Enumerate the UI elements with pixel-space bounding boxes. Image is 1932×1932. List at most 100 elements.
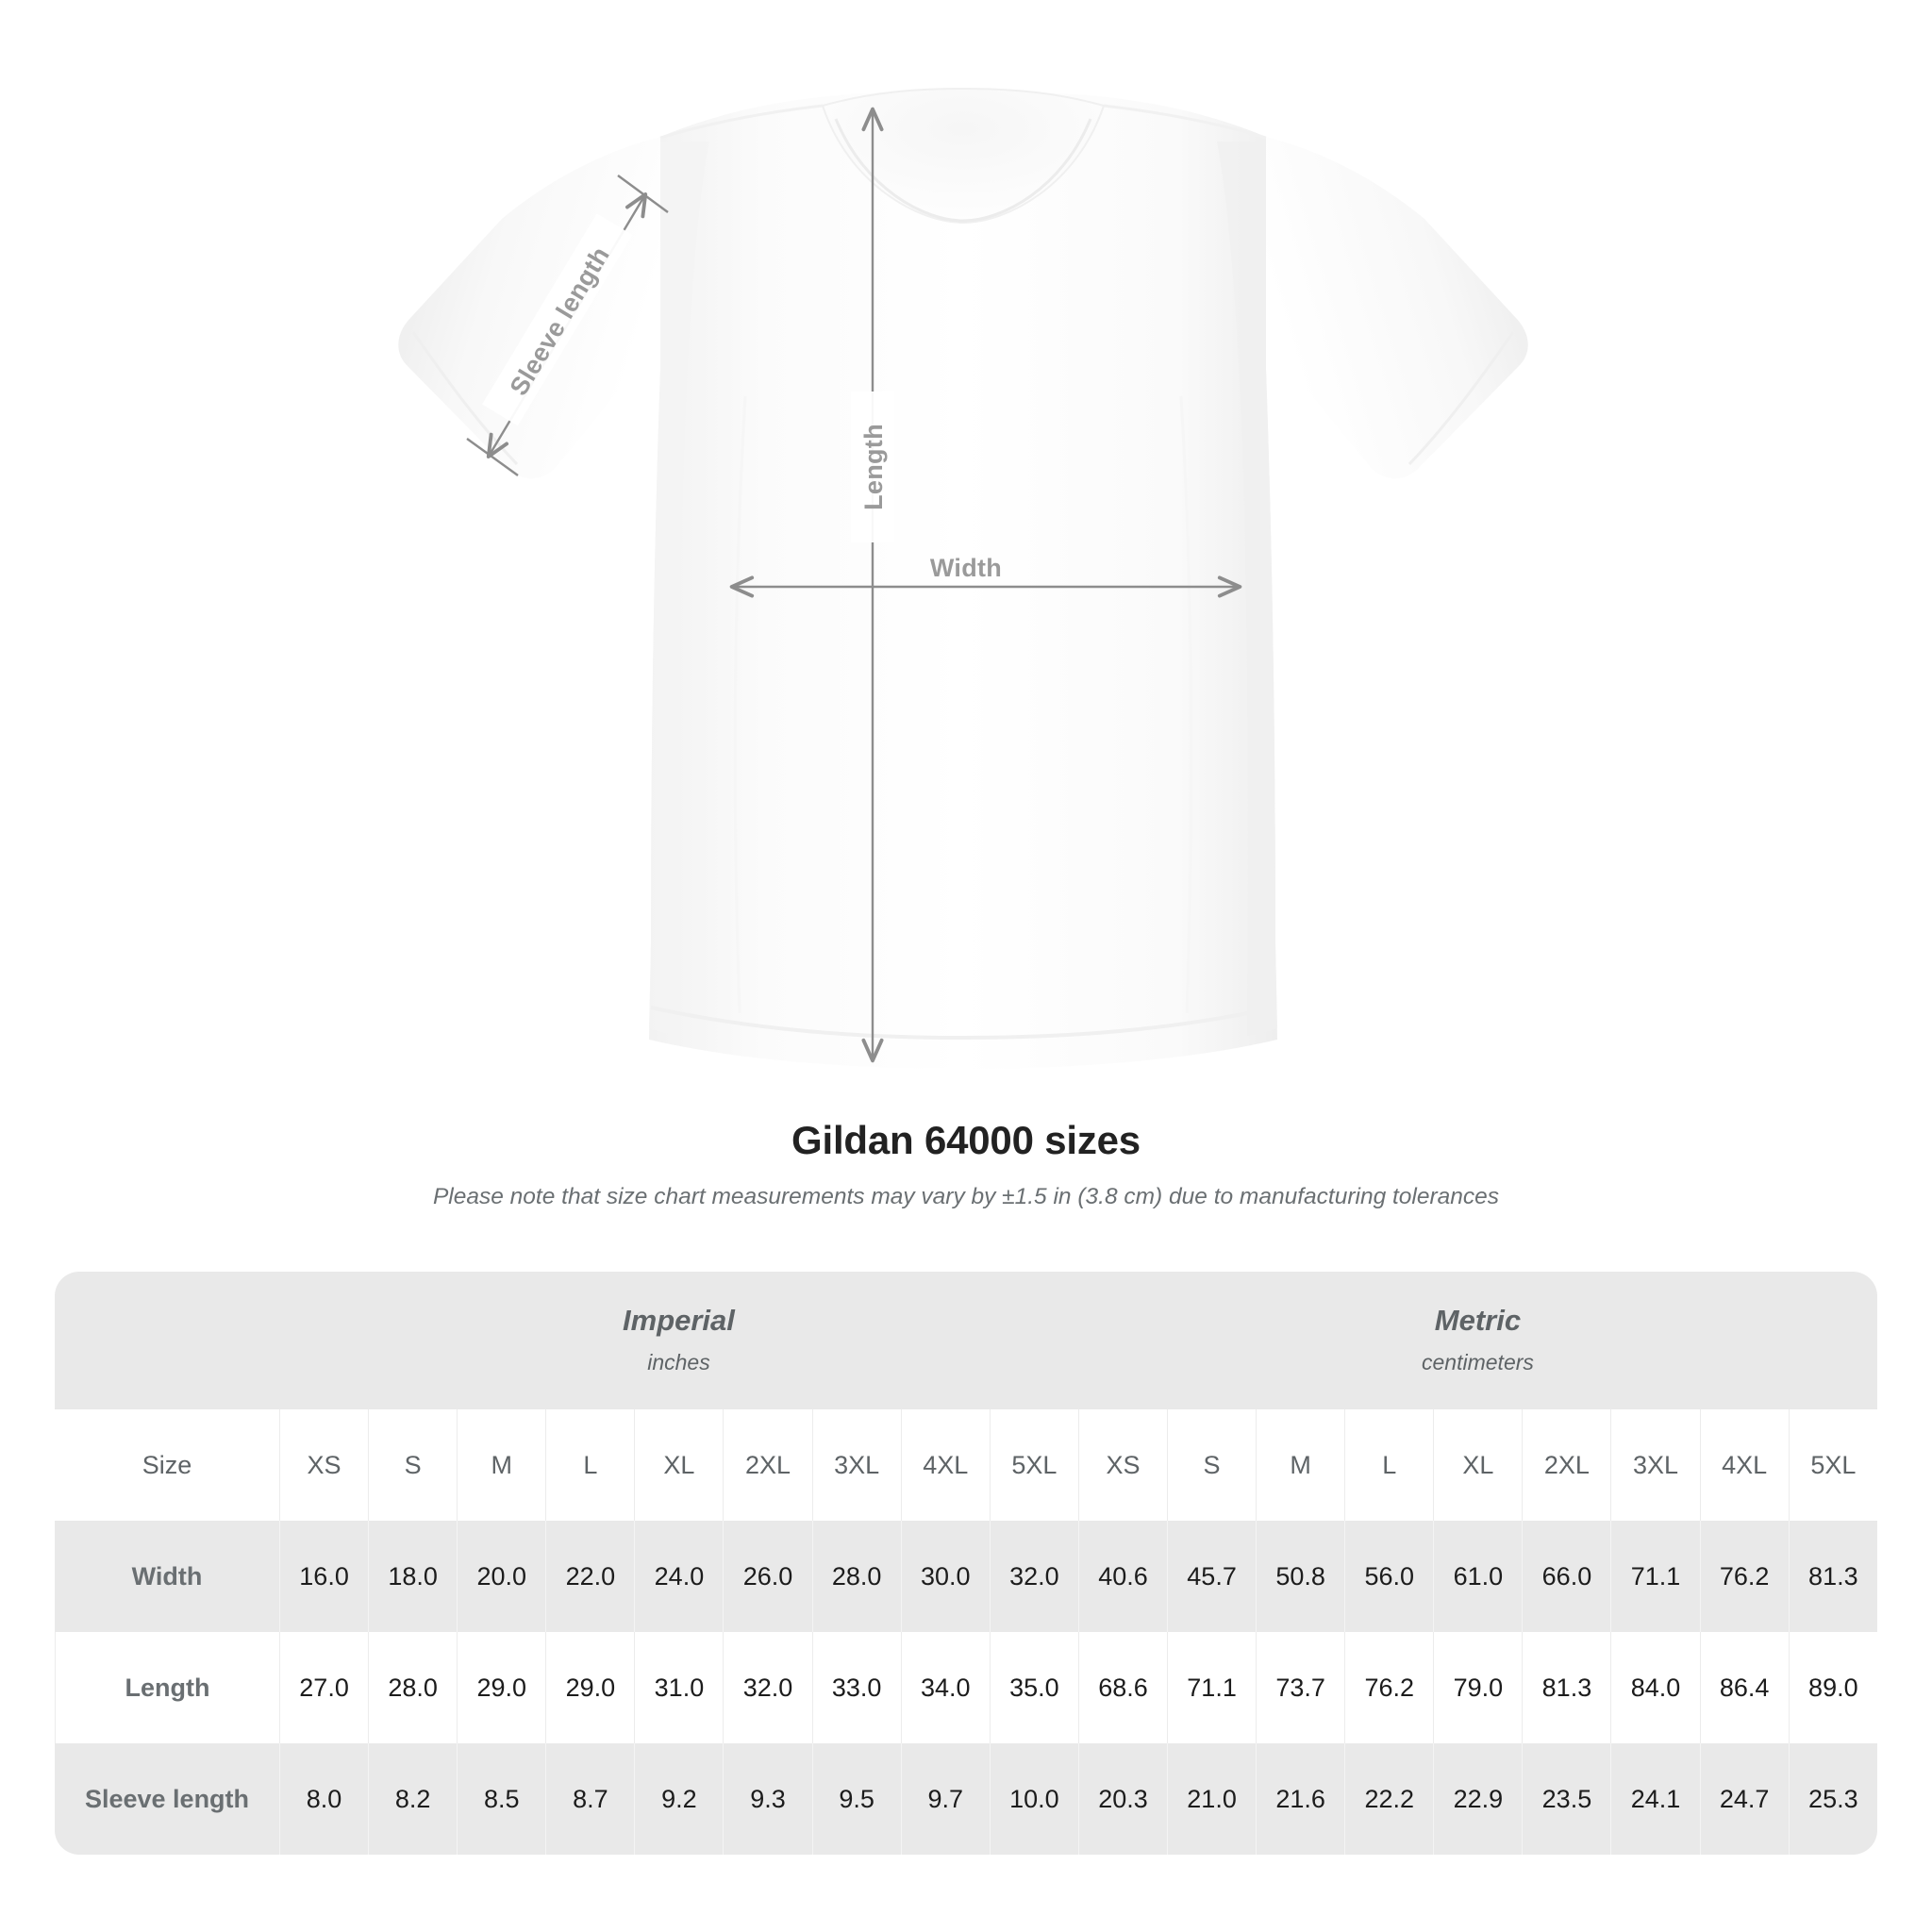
cell-length-imperial-s: 28.0 (368, 1632, 458, 1743)
table-head: Imperial inches Metric centimeters Size … (55, 1272, 1877, 1521)
column-header-metric-l: L (1344, 1409, 1434, 1521)
tshirt-diagram: Length Width Sleeve length (398, 87, 1528, 1069)
cell-width-metric-xs: 40.6 (1077, 1521, 1168, 1632)
column-header-imperial-2xl: 2XL (723, 1409, 812, 1521)
cell-sleeve-metric-5xl: 25.3 (1788, 1743, 1877, 1855)
column-header-imperial-4xl: 4XL (900, 1409, 990, 1521)
tolerance-note: Please note that size chart measurements… (432, 1184, 1500, 1209)
cell-sleeve-metric-3xl: 24.1 (1610, 1743, 1700, 1855)
column-header-metric-xl: XL (1433, 1409, 1523, 1521)
cell-length-metric-2xl: 81.3 (1522, 1632, 1611, 1743)
cell-sleeve-imperial-s: 8.2 (368, 1743, 458, 1855)
cell-sleeve-imperial-4xl: 9.7 (900, 1743, 990, 1855)
column-header-imperial-m: M (457, 1409, 546, 1521)
unit-banner-spacer (55, 1272, 280, 1409)
cell-sleeve-metric-2xl: 23.5 (1522, 1743, 1611, 1855)
cell-length-metric-l: 76.2 (1344, 1632, 1434, 1743)
cell-length-metric-m: 73.7 (1256, 1632, 1345, 1743)
column-header-size: Size (55, 1409, 280, 1521)
page-title: Gildan 64000 sizes (791, 1118, 1141, 1162)
cell-length-imperial-m: 29.0 (457, 1632, 546, 1743)
cell-width-imperial-l: 22.0 (545, 1521, 635, 1632)
cell-length-metric-xl: 79.0 (1433, 1632, 1523, 1743)
cell-length-metric-3xl: 84.0 (1610, 1632, 1700, 1743)
cell-sleeve-imperial-xl: 9.2 (634, 1743, 724, 1855)
cell-length-metric-s: 71.1 (1167, 1632, 1257, 1743)
cell-sleeve-imperial-5xl: 10.0 (989, 1743, 1078, 1855)
unit-imperial-name: Imperial (623, 1304, 735, 1337)
column-header-metric-m: M (1256, 1409, 1345, 1521)
cell-width-metric-l: 56.0 (1344, 1521, 1434, 1632)
cell-sleeve-imperial-xs: 8.0 (279, 1743, 369, 1855)
table-row: Sleeve length 8.0 8.2 8.5 8.7 9.2 9.3 9.… (55, 1743, 1877, 1855)
table-body: Width 16.0 18.0 20.0 22.0 24.0 26.0 28.0… (55, 1521, 1877, 1855)
cell-length-imperial-xs: 27.0 (279, 1632, 369, 1743)
cell-width-metric-3xl: 71.1 (1610, 1521, 1700, 1632)
unit-group-metric: Metric centimeters (1077, 1272, 1877, 1409)
cell-width-metric-4xl: 76.2 (1699, 1521, 1789, 1632)
cell-sleeve-metric-xl: 22.9 (1433, 1743, 1523, 1855)
table-row: Length 27.0 28.0 29.0 29.0 31.0 32.0 33.… (55, 1632, 1877, 1743)
cell-sleeve-metric-4xl: 24.7 (1699, 1743, 1789, 1855)
cell-width-imperial-xl: 24.0 (634, 1521, 724, 1632)
column-header-metric-5xl: 5XL (1788, 1409, 1877, 1521)
cell-length-imperial-4xl: 34.0 (900, 1632, 990, 1743)
cell-width-metric-m: 50.8 (1256, 1521, 1345, 1632)
length-label: Length (859, 424, 888, 510)
row-label-width: Width (55, 1521, 280, 1632)
cell-length-metric-5xl: 89.0 (1788, 1632, 1877, 1743)
cell-length-imperial-3xl: 33.0 (811, 1632, 901, 1743)
column-header-metric-4xl: 4XL (1699, 1409, 1789, 1521)
unit-metric-sub: centimeters (1422, 1350, 1534, 1374)
cell-sleeve-imperial-l: 8.7 (545, 1743, 635, 1855)
cell-length-imperial-l: 29.0 (545, 1632, 635, 1743)
cell-sleeve-imperial-2xl: 9.3 (723, 1743, 812, 1855)
cell-sleeve-imperial-m: 8.5 (457, 1743, 546, 1855)
column-header-imperial-xs: XS (279, 1409, 369, 1521)
column-header-imperial-5xl: 5XL (989, 1409, 1078, 1521)
column-header-metric-3xl: 3XL (1610, 1409, 1700, 1521)
unit-metric-name: Metric (1434, 1304, 1522, 1337)
width-dimension: Width (729, 554, 1242, 598)
title-block: Gildan 64000 sizes Please note that size… (0, 1118, 1932, 1210)
cell-length-imperial-5xl: 35.0 (989, 1632, 1078, 1743)
cell-width-metric-xl: 61.0 (1433, 1521, 1523, 1632)
cell-sleeve-metric-l: 22.2 (1344, 1743, 1434, 1855)
size-header-row: Size XS S M L XL 2XL 3XL 4XL 5XL XS S M … (55, 1409, 1877, 1521)
column-header-imperial-3xl: 3XL (811, 1409, 901, 1521)
cell-length-metric-4xl: 86.4 (1699, 1632, 1789, 1743)
column-header-imperial-l: L (545, 1409, 635, 1521)
cell-width-imperial-5xl: 32.0 (989, 1521, 1078, 1632)
cell-sleeve-metric-s: 21.0 (1167, 1743, 1257, 1855)
column-header-metric-2xl: 2XL (1522, 1409, 1611, 1521)
column-header-imperial-xl: XL (634, 1409, 724, 1521)
width-label: Width (930, 554, 1002, 582)
cell-sleeve-metric-m: 21.6 (1256, 1743, 1345, 1855)
size-table: Imperial inches Metric centimeters Size … (55, 1272, 1877, 1855)
cell-width-imperial-s: 18.0 (368, 1521, 458, 1632)
unit-group-imperial: Imperial inches (279, 1272, 1078, 1409)
cell-width-metric-2xl: 66.0 (1522, 1521, 1611, 1632)
cell-sleeve-metric-xs: 20.3 (1077, 1743, 1168, 1855)
unit-imperial-sub: inches (647, 1350, 710, 1374)
cell-width-imperial-4xl: 30.0 (900, 1521, 990, 1632)
cell-width-imperial-m: 20.0 (457, 1521, 546, 1632)
cell-length-imperial-xl: 31.0 (634, 1632, 724, 1743)
cell-length-imperial-2xl: 32.0 (723, 1632, 812, 1743)
unit-banner-row: Imperial inches Metric centimeters (55, 1272, 1877, 1409)
cell-width-imperial-xs: 16.0 (279, 1521, 369, 1632)
table-row: Width 16.0 18.0 20.0 22.0 24.0 26.0 28.0… (55, 1521, 1877, 1632)
row-label-length: Length (55, 1632, 280, 1743)
cell-width-imperial-2xl: 26.0 (723, 1521, 812, 1632)
cell-width-metric-s: 45.7 (1167, 1521, 1257, 1632)
cell-sleeve-imperial-3xl: 9.5 (811, 1743, 901, 1855)
row-label-sleeve-length: Sleeve length (55, 1743, 280, 1855)
cell-width-metric-5xl: 81.3 (1788, 1521, 1877, 1632)
column-header-imperial-s: S (368, 1409, 458, 1521)
cell-length-metric-xs: 68.6 (1077, 1632, 1168, 1743)
size-table-container: Imperial inches Metric centimeters Size … (55, 1272, 1877, 1855)
column-header-metric-s: S (1167, 1409, 1257, 1521)
cell-width-imperial-3xl: 28.0 (811, 1521, 901, 1632)
column-header-metric-xs: XS (1077, 1409, 1168, 1521)
